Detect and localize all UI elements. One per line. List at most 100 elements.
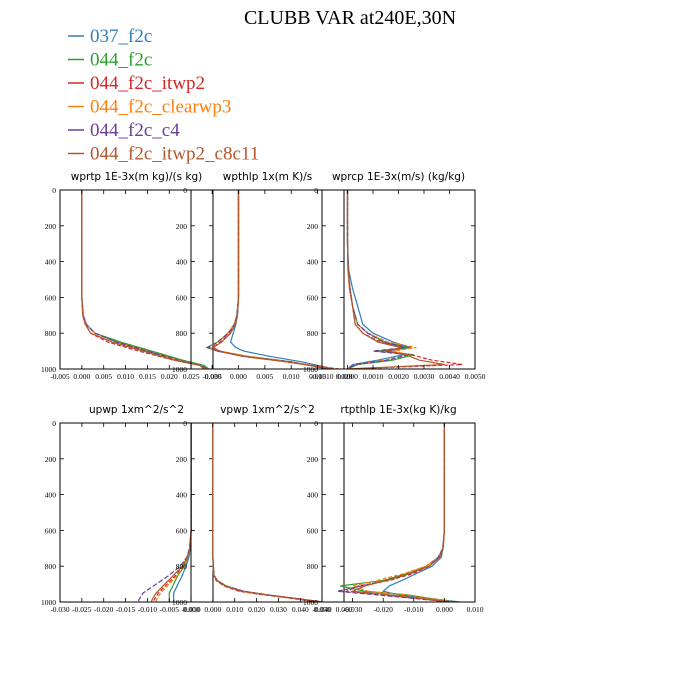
x-tick-label: 0.015 [139,372,156,381]
x-tick-label: -0.010 [404,605,424,614]
series-line [212,423,318,602]
series-line [350,423,454,602]
series-line [81,190,209,369]
y-tick-label: 200 [176,455,188,464]
series-line [206,190,329,369]
y-tick-label: 400 [45,491,57,500]
y-tick-label: 1000 [303,598,318,607]
panel: wprtp 1E-3x(m kg)/(s kg) 0 200 400 600 800 100… [41,171,222,381]
x-tick-label: -0.025 [72,605,92,614]
legend-label: 044_f2c_itwp2_c8c11 [90,144,259,165]
plot-frame [321,189,476,370]
x-tick-label: 0.030 [205,372,222,381]
y-tick-label: 0 [314,186,318,195]
series-line [153,423,192,602]
x-tick-label: 0.025 [183,372,200,381]
series-line [381,423,460,602]
y-tick-label: 200 [45,222,57,231]
legend-label: 044_f2c_c4 [90,120,180,141]
y-tick-label: 200 [45,455,57,464]
x-tick-label: -0.030 [343,605,363,614]
y-tick-label: 200 [176,222,188,231]
legend-label: 044_f2c_itwp2 [90,73,205,94]
x-tick-label: 0.010 [226,605,243,614]
x-tick-label: 0.060 [336,605,353,614]
y-tick-label: 400 [176,491,188,500]
series-group [337,423,460,602]
series-line [81,190,205,369]
series-line [212,423,323,602]
panel-title: rtpthlp 1E-3x(kg K)/kg [340,404,456,416]
plot-frame [59,422,214,603]
plot-frame [59,189,214,370]
y-tick-label: 1000 [172,365,187,374]
legend-item: 044_f2c_c4 [68,120,180,141]
y-tick-label: 0 [52,186,56,195]
x-tick-label: 0.010 [283,372,300,381]
panel-title: wprcp 1E-3x(m/s) (kg/kg) [332,171,465,183]
x-tick-label: 0.0050 [465,372,486,381]
series-group [205,190,339,369]
y-tick-label: 800 [176,329,188,338]
y-tick-label: 600 [45,526,57,535]
y-tick-label: 800 [307,329,319,338]
panel: wprcp 1E-3x(m/s) (kg/kg) 0 200 400 600 800 100… [303,171,486,381]
x-tick-label: -0.020 [94,605,114,614]
x-tick-label: 0.000 [204,605,221,614]
x-tick-label: 0.020 [336,372,353,381]
x-tick-label: 0.005 [256,372,273,381]
panel-title: wprtp 1E-3x(m kg)/(s kg) [71,171,202,183]
x-tick-label: 0.0010 [363,372,384,381]
y-tick-label: 0 [314,419,318,428]
series-line [346,190,463,369]
series-line [344,423,451,602]
series-line [211,190,334,369]
series-line [81,190,209,369]
x-tick-label: 0.030 [270,605,287,614]
x-tick-label: -0.020 [374,605,394,614]
x-tick-label: 0.0000 [337,372,358,381]
series-line [346,190,409,369]
series-line [350,423,451,602]
y-tick-label: 1000 [303,365,318,374]
y-tick-label: 600 [307,526,319,535]
y-tick-label: 600 [307,293,319,302]
series-line [138,423,192,602]
legend-item: 044_f2c [68,50,152,71]
panel-title: vpwp 1xm^2/s^2 [220,404,315,416]
series-line [212,423,323,602]
series-line [337,423,451,602]
x-tick-label: 0.050 [314,605,331,614]
series-group [212,423,323,602]
x-tick-label: -0.010 [138,605,158,614]
plot-frame [190,189,345,370]
y-tick-label: 0 [183,419,187,428]
series-line [212,423,323,602]
x-tick-label: -0.005 [50,372,70,381]
y-tick-label: 800 [45,329,57,338]
y-tick-label: 1000 [41,598,56,607]
x-tick-label: 0.000 [73,372,90,381]
y-tick-label: 600 [176,526,188,535]
x-tick-label: 0.0030 [414,372,435,381]
series-line [173,423,192,602]
x-tick-label: 0.000 [436,605,453,614]
x-tick-label: -0.030 [50,605,70,614]
figure-title: CLUBB VAR at240E,30N [244,7,456,29]
x-tick-label: -0.040 [312,605,332,614]
y-tick-label: 1000 [172,598,187,607]
y-tick-label: 200 [307,455,319,464]
legend-item: 037_f2c [68,26,152,47]
legend-label: 044_f2c_clearwp3 [90,97,231,118]
y-tick-label: 600 [176,293,188,302]
series-group [346,190,463,369]
series-line [212,423,321,602]
series-line [205,190,329,369]
x-tick-label: 0.040 [292,605,309,614]
x-tick-label: 0.005 [95,372,112,381]
